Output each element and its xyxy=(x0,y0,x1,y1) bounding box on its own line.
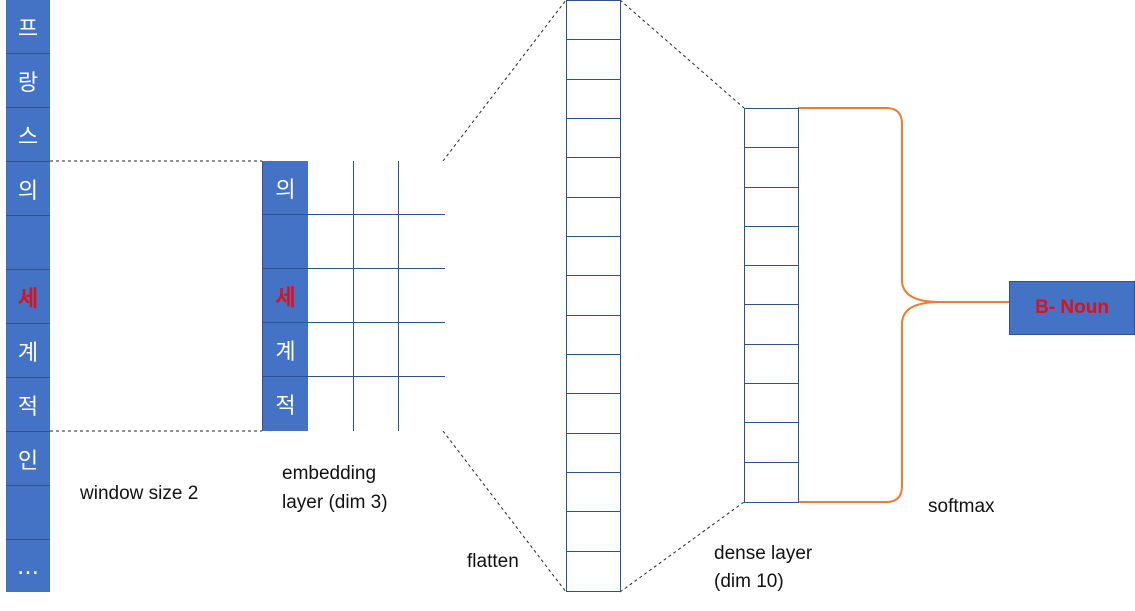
embedding-value-cell xyxy=(353,377,399,431)
embedding-value-cell xyxy=(399,161,445,215)
embedding-value-cell xyxy=(399,215,445,269)
dense-cell xyxy=(745,266,798,306)
flatten-cell xyxy=(567,80,620,119)
flatten-bottom-dashed-line xyxy=(442,430,567,593)
flatten-cell xyxy=(567,512,620,552)
flatten-cell xyxy=(567,198,620,237)
input-token-cell: 랑 xyxy=(6,54,50,108)
flatten-cell xyxy=(567,158,620,198)
dense-cell xyxy=(745,188,798,227)
input-token-column: 프 랑 스 의 세 계 적 인 … xyxy=(6,0,50,592)
dense-cell xyxy=(745,306,798,345)
flatten-cell xyxy=(567,355,620,395)
input-token-cell: 적 xyxy=(6,378,50,432)
output-label: B- Noun xyxy=(1035,297,1109,318)
input-token-cell: 인 xyxy=(6,432,50,486)
input-token-cell: … xyxy=(17,554,39,580)
dense-cell xyxy=(745,148,798,188)
flatten-cell xyxy=(567,473,620,513)
embedding-value-cell xyxy=(308,323,354,377)
dense-cell xyxy=(745,227,798,267)
embedding-token-cell: 세 xyxy=(263,269,308,323)
embedding-token-cell: 적 xyxy=(263,377,308,431)
input-token-cell: 계 xyxy=(6,324,50,378)
embedding-value-cell xyxy=(308,269,354,323)
flatten-vector xyxy=(566,0,621,592)
softmax-label: softmax xyxy=(928,496,995,517)
flatten-label: flatten xyxy=(467,551,519,572)
dense-layer-vector xyxy=(744,108,799,503)
flatten-cell xyxy=(567,237,620,277)
flatten-cell xyxy=(567,119,620,159)
dense-cell xyxy=(745,345,798,385)
flatten-cell xyxy=(567,316,620,355)
window-size-label: window size 2 xyxy=(80,483,199,504)
flatten-cell xyxy=(567,40,620,80)
flatten-cell xyxy=(567,276,620,316)
flatten-cell xyxy=(567,1,620,41)
output-label-box: B- Noun xyxy=(1009,281,1135,335)
input-token-cell xyxy=(6,216,50,270)
embedding-value-cell xyxy=(399,377,445,431)
dense-label-line1: dense layer xyxy=(714,543,813,564)
embedding-value-cell xyxy=(399,323,445,377)
embedding-value-cell xyxy=(353,323,399,377)
flatten-cell xyxy=(567,394,620,434)
flatten-cell xyxy=(567,434,620,473)
embedding-label-line1: embedding xyxy=(282,463,377,484)
flatten-cell xyxy=(567,552,620,591)
dense-cell xyxy=(745,384,798,424)
input-token-cell: 세 xyxy=(6,270,50,324)
flatten-top-dashed-line xyxy=(442,0,567,162)
dense-cell xyxy=(745,423,798,463)
input-token-cell: 의 xyxy=(6,162,50,216)
dense-label-line2: (dim 10) xyxy=(714,571,784,592)
embedding-label-line2: layer (dim 3) xyxy=(282,492,388,513)
dense-top-dashed-line xyxy=(619,0,745,109)
embedding-token-cell: 의 xyxy=(263,161,308,215)
input-token-cell: 스 xyxy=(6,108,50,162)
input-token-cell xyxy=(6,486,50,540)
dense-bottom-dashed-line xyxy=(619,501,745,593)
embedding-token-cell xyxy=(263,215,308,269)
embedding-value-cell xyxy=(353,215,399,269)
embedding-value-cell xyxy=(353,161,399,215)
embedding-value-cell xyxy=(399,269,445,323)
embedding-token-cell: 계 xyxy=(263,323,308,377)
dense-cell xyxy=(745,109,798,149)
embedding-value-cell xyxy=(308,377,354,431)
embedding-value-cell xyxy=(308,161,354,215)
softmax-bracket xyxy=(798,107,1009,503)
dense-cell xyxy=(745,463,798,502)
embedding-value-cell xyxy=(308,215,354,269)
input-token-cell: 프 xyxy=(6,0,50,54)
embedding-value-cell xyxy=(353,269,399,323)
